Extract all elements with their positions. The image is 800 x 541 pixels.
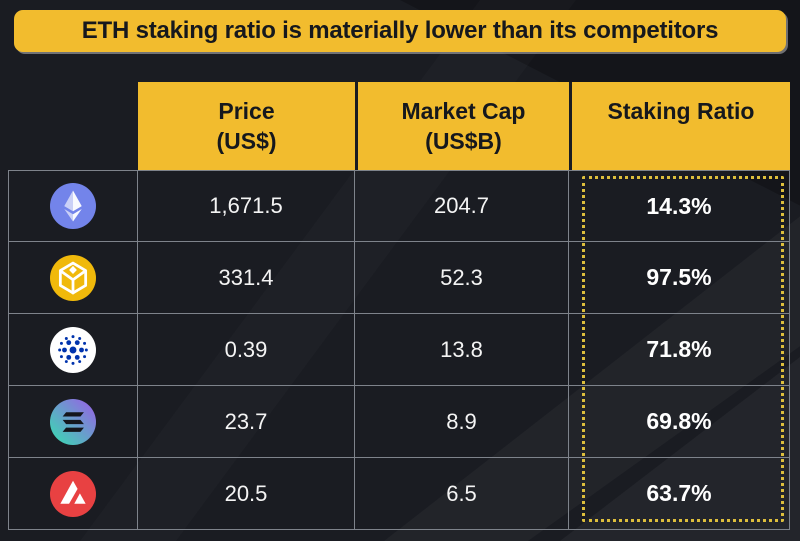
title-banner: ETH staking ratio is materially lower th… [14, 10, 786, 52]
market-cap-cell: 6.5 [355, 458, 569, 530]
bnb-icon [50, 254, 96, 301]
price-cell: 20.5 [138, 458, 355, 530]
staking-ratio-cell: 71.8% [569, 314, 790, 386]
market-cap-cell: 52.3 [355, 242, 569, 314]
staking-ratio-cell: 63.7% [569, 458, 790, 530]
header-cell-market-cap: Market Cap (US$B) [355, 82, 569, 170]
market-cap-cell: 204.7 [355, 170, 569, 242]
asset-icon-cell [8, 386, 138, 458]
staking-ratio-cell: 69.8% [569, 386, 790, 458]
asset-icon-cell [8, 242, 138, 314]
header-cell-price: Price (US$) [138, 82, 355, 170]
asset-icon-cell [8, 170, 138, 242]
avalanche-icon [50, 470, 96, 517]
price-cell: 331.4 [138, 242, 355, 314]
header-ratio-line1: Staking Ratio [607, 98, 755, 124]
header-price-line2: (US$) [216, 127, 277, 154]
market-cap-cell: 13.8 [355, 314, 569, 386]
header-mcap-line1: Market Cap [401, 98, 526, 124]
cardano-icon [50, 326, 96, 373]
header-price-line1: Price [218, 98, 275, 124]
staking-ratio-cell: 97.5% [569, 242, 790, 314]
price-cell: 1,671.5 [138, 170, 355, 242]
solana-icon [50, 398, 96, 445]
ethereum-icon [50, 183, 96, 229]
price-cell: 23.7 [138, 386, 355, 458]
market-cap-cell: 8.9 [355, 386, 569, 458]
figure-title: ETH staking ratio is materially lower th… [81, 17, 719, 44]
staking-ratio-cell: 14.3% [569, 170, 790, 242]
price-cell: 0.39 [138, 314, 355, 386]
header-cell-staking-ratio: Staking Ratio [569, 82, 790, 170]
asset-icon-cell [8, 458, 138, 530]
asset-icon-cell [8, 314, 138, 386]
staking-comparison-table: Price (US$) Market Cap (US$B) Staking Ra… [8, 82, 790, 530]
header-cell-empty [8, 82, 138, 170]
header-mcap-line2: (US$B) [425, 127, 502, 154]
